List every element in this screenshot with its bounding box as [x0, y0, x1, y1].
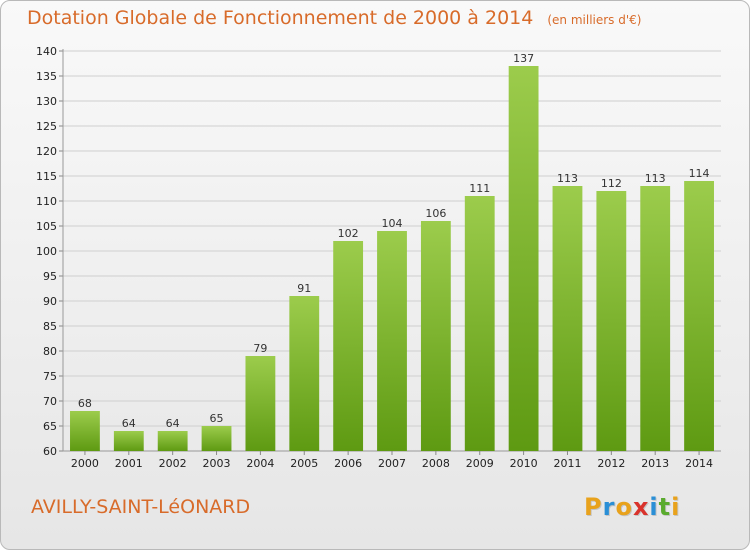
y-tick-label: 120	[36, 145, 57, 158]
bar	[245, 356, 276, 451]
data-label: 79	[253, 342, 267, 355]
x-tick-label: 2011	[553, 457, 581, 470]
y-tick-label: 70	[43, 395, 57, 408]
bar	[289, 296, 320, 451]
y-tick-label: 75	[43, 370, 57, 383]
logo-letter: t	[658, 493, 672, 521]
y-tick-label: 125	[36, 120, 57, 133]
chart-title: Dotation Globale de Fonctionnement de 20…	[27, 7, 641, 29]
x-tick-label: 2008	[422, 457, 450, 470]
bar	[464, 196, 495, 451]
y-tick-label: 65	[43, 420, 57, 433]
x-tick-label: 2000	[71, 457, 99, 470]
data-label: 113	[645, 172, 666, 185]
logo-letter: r	[602, 493, 616, 521]
bar	[70, 411, 100, 451]
bar	[552, 186, 583, 451]
chart-title-text: Dotation Globale de Fonctionnement de 20…	[27, 7, 534, 29]
y-tick-label: 110	[36, 195, 57, 208]
y-tick-label: 95	[43, 270, 57, 283]
data-label: 64	[166, 417, 180, 430]
bar	[201, 426, 232, 451]
y-tick-label: 135	[36, 70, 57, 83]
data-label: 68	[78, 397, 92, 410]
data-label: 114	[689, 167, 710, 180]
data-label: 106	[425, 207, 446, 220]
logo-letter: P	[584, 493, 603, 521]
logo-letter: i	[649, 493, 659, 521]
y-tick-label: 105	[36, 220, 57, 233]
y-tick-label: 60	[43, 445, 57, 458]
data-label: 65	[210, 412, 224, 425]
proxiti-logo[interactable]: Proxiti	[584, 493, 680, 521]
bar	[157, 431, 188, 451]
x-tick-label: 2005	[290, 457, 318, 470]
unit-note: (en milliers d'€)	[547, 13, 642, 27]
commune-name: AVILLY-SAINT-LéONARD	[31, 496, 251, 518]
logo-letter: x	[632, 493, 650, 521]
bar	[596, 191, 627, 451]
data-label: 64	[122, 417, 136, 430]
x-tick-label: 2010	[510, 457, 538, 470]
data-label: 102	[338, 227, 359, 240]
x-tick-label: 2007	[378, 457, 406, 470]
x-tick-label: 2012	[597, 457, 625, 470]
y-tick-label: 90	[43, 295, 57, 308]
y-tick-label: 85	[43, 320, 57, 333]
bar	[420, 221, 451, 451]
bar	[508, 66, 539, 451]
x-tick-label: 2009	[466, 457, 494, 470]
y-tick-label: 140	[36, 45, 57, 58]
x-tick-label: 2001	[115, 457, 143, 470]
data-label: 112	[601, 177, 622, 190]
x-tick-label: 2002	[159, 457, 187, 470]
data-label: 104	[382, 217, 403, 230]
y-tick-label: 80	[43, 345, 57, 358]
logo-letter: i	[671, 493, 681, 521]
bar	[640, 186, 671, 451]
x-tick-label: 2014	[685, 457, 713, 470]
y-tick-label: 130	[36, 95, 57, 108]
y-tick-label: 115	[36, 170, 57, 183]
data-label: 137	[513, 52, 534, 65]
data-label: 111	[469, 182, 490, 195]
x-tick-label: 2006	[334, 457, 362, 470]
bar	[333, 241, 364, 451]
bar	[377, 231, 407, 451]
logo-letter: o	[615, 493, 633, 521]
y-tick-label: 100	[36, 245, 57, 258]
x-tick-label: 2004	[246, 457, 274, 470]
x-tick-label: 2003	[203, 457, 231, 470]
bar	[113, 431, 144, 451]
data-label: 113	[557, 172, 578, 185]
x-tick-label: 2013	[641, 457, 669, 470]
bar	[684, 181, 714, 451]
data-label: 91	[297, 282, 311, 295]
